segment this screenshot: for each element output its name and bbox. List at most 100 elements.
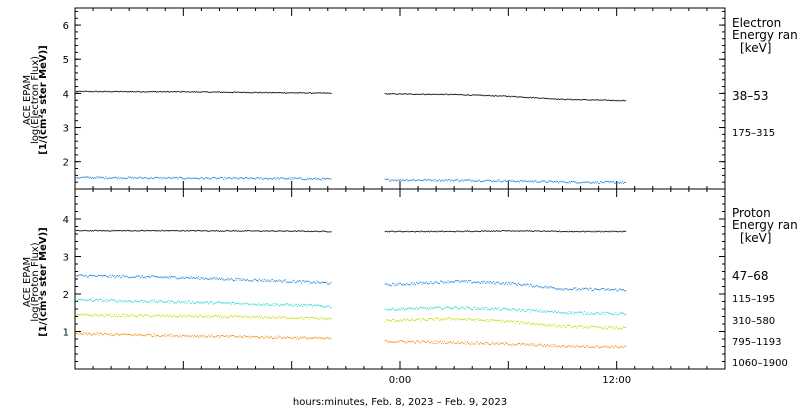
proton-data-point (277, 317, 279, 319)
proton-data-point (506, 320, 507, 322)
proton-data-point (136, 230, 138, 232)
proton-data-point (183, 334, 185, 336)
proton-data-point (481, 308, 483, 310)
proton-data-point (397, 230, 399, 232)
proton-data-point (111, 229, 113, 231)
proton-data-point (175, 230, 177, 232)
proton-data-point (272, 338, 273, 339)
electron-data-point (278, 92, 280, 94)
electron-data-point (456, 94, 458, 96)
proton-data-point (497, 320, 499, 322)
electron-data-point (439, 180, 441, 182)
proton-data-point (205, 336, 207, 337)
proton-data-point (433, 320, 435, 321)
proton-series-115–195 (75, 274, 627, 292)
proton-data-point (417, 231, 419, 232)
electron-data-point (140, 177, 142, 179)
proton-data-point (418, 308, 420, 309)
proton-data-point (530, 343, 532, 345)
electron-series-38–53 (75, 90, 627, 102)
proton-data-point (100, 275, 102, 276)
electron-data-point (164, 91, 166, 93)
proton-data-point (95, 229, 97, 231)
proton-data-point (601, 287, 603, 289)
proton-data-point (265, 230, 267, 232)
proton-data-point (495, 308, 497, 309)
electron-data-point (572, 99, 574, 101)
electron-data-point (423, 179, 425, 181)
proton-data-point (430, 342, 432, 344)
proton-data-point (210, 277, 212, 279)
electron-data-point (481, 94, 483, 96)
proton-data-point (503, 321, 505, 323)
electron-data-point (129, 177, 130, 179)
proton-data-point (555, 288, 557, 290)
proton-data-point (95, 334, 97, 336)
proton-data-point (244, 315, 246, 317)
proton-data-point (174, 315, 176, 317)
proton-data-point (317, 231, 319, 232)
proton-data-point (130, 314, 132, 316)
proton-data-point (144, 314, 146, 316)
electron-data-point (192, 91, 194, 93)
electron-data-point (188, 91, 190, 93)
electron-data-point (457, 94, 459, 95)
electron-data-point (153, 177, 155, 179)
proton-data-point (91, 300, 93, 302)
proton-data-point (163, 316, 165, 318)
proton-data-point (554, 344, 556, 346)
proton-data-point (162, 314, 164, 316)
proton-data-point (487, 230, 489, 232)
proton-data-point (572, 231, 574, 233)
proton-data-point (448, 306, 450, 308)
proton-data-point (521, 321, 523, 322)
proton-data-point (553, 326, 555, 328)
electron-data-point (459, 180, 461, 182)
proton-data-point (324, 230, 325, 232)
proton-data-point (329, 318, 331, 320)
proton-data-point (438, 341, 440, 343)
proton-data-point (96, 332, 98, 334)
electron-data-point (606, 100, 608, 102)
proton-data-point (487, 343, 489, 345)
proton-data-point (317, 304, 319, 306)
proton-data-point (85, 299, 87, 301)
electron-data-point (446, 180, 448, 182)
proton-data-point (137, 334, 139, 336)
proton-data-point (314, 318, 316, 320)
proton-data-point (91, 230, 93, 232)
electron-data-point (418, 179, 420, 181)
proton-data-point (152, 315, 154, 317)
electron-ytick-label-3: 3 (63, 124, 69, 135)
proton-data-point (539, 285, 541, 287)
electron-data-point (465, 94, 467, 96)
electron-data-point (619, 182, 621, 183)
proton-data-point (178, 315, 180, 317)
proton-data-point (604, 314, 606, 316)
proton-data-point (517, 343, 519, 345)
proton-data-point (138, 230, 140, 232)
proton-data-point (186, 336, 188, 338)
electron-data-point (463, 179, 465, 181)
electron-data-point (252, 178, 254, 179)
proton-data-point (592, 347, 594, 348)
electron-data-point (519, 96, 520, 98)
proton-data-point (402, 340, 403, 342)
proton-data-point (533, 343, 535, 345)
proton-data-point (391, 230, 393, 232)
proton-data-point (113, 275, 115, 277)
proton-data-point (183, 301, 185, 303)
electron-data-point (422, 93, 424, 95)
proton-data-point (288, 304, 290, 306)
proton-data-point (577, 231, 579, 233)
electron-data-point (495, 94, 497, 96)
proton-data-point (170, 300, 172, 302)
proton-data-point (225, 301, 227, 303)
proton-data-point (185, 276, 187, 278)
proton-data-point (594, 313, 596, 315)
proton-data-point (150, 275, 152, 277)
electron-data-point (311, 178, 312, 180)
proton-data-point (563, 231, 565, 232)
proton-data-point (616, 231, 618, 232)
